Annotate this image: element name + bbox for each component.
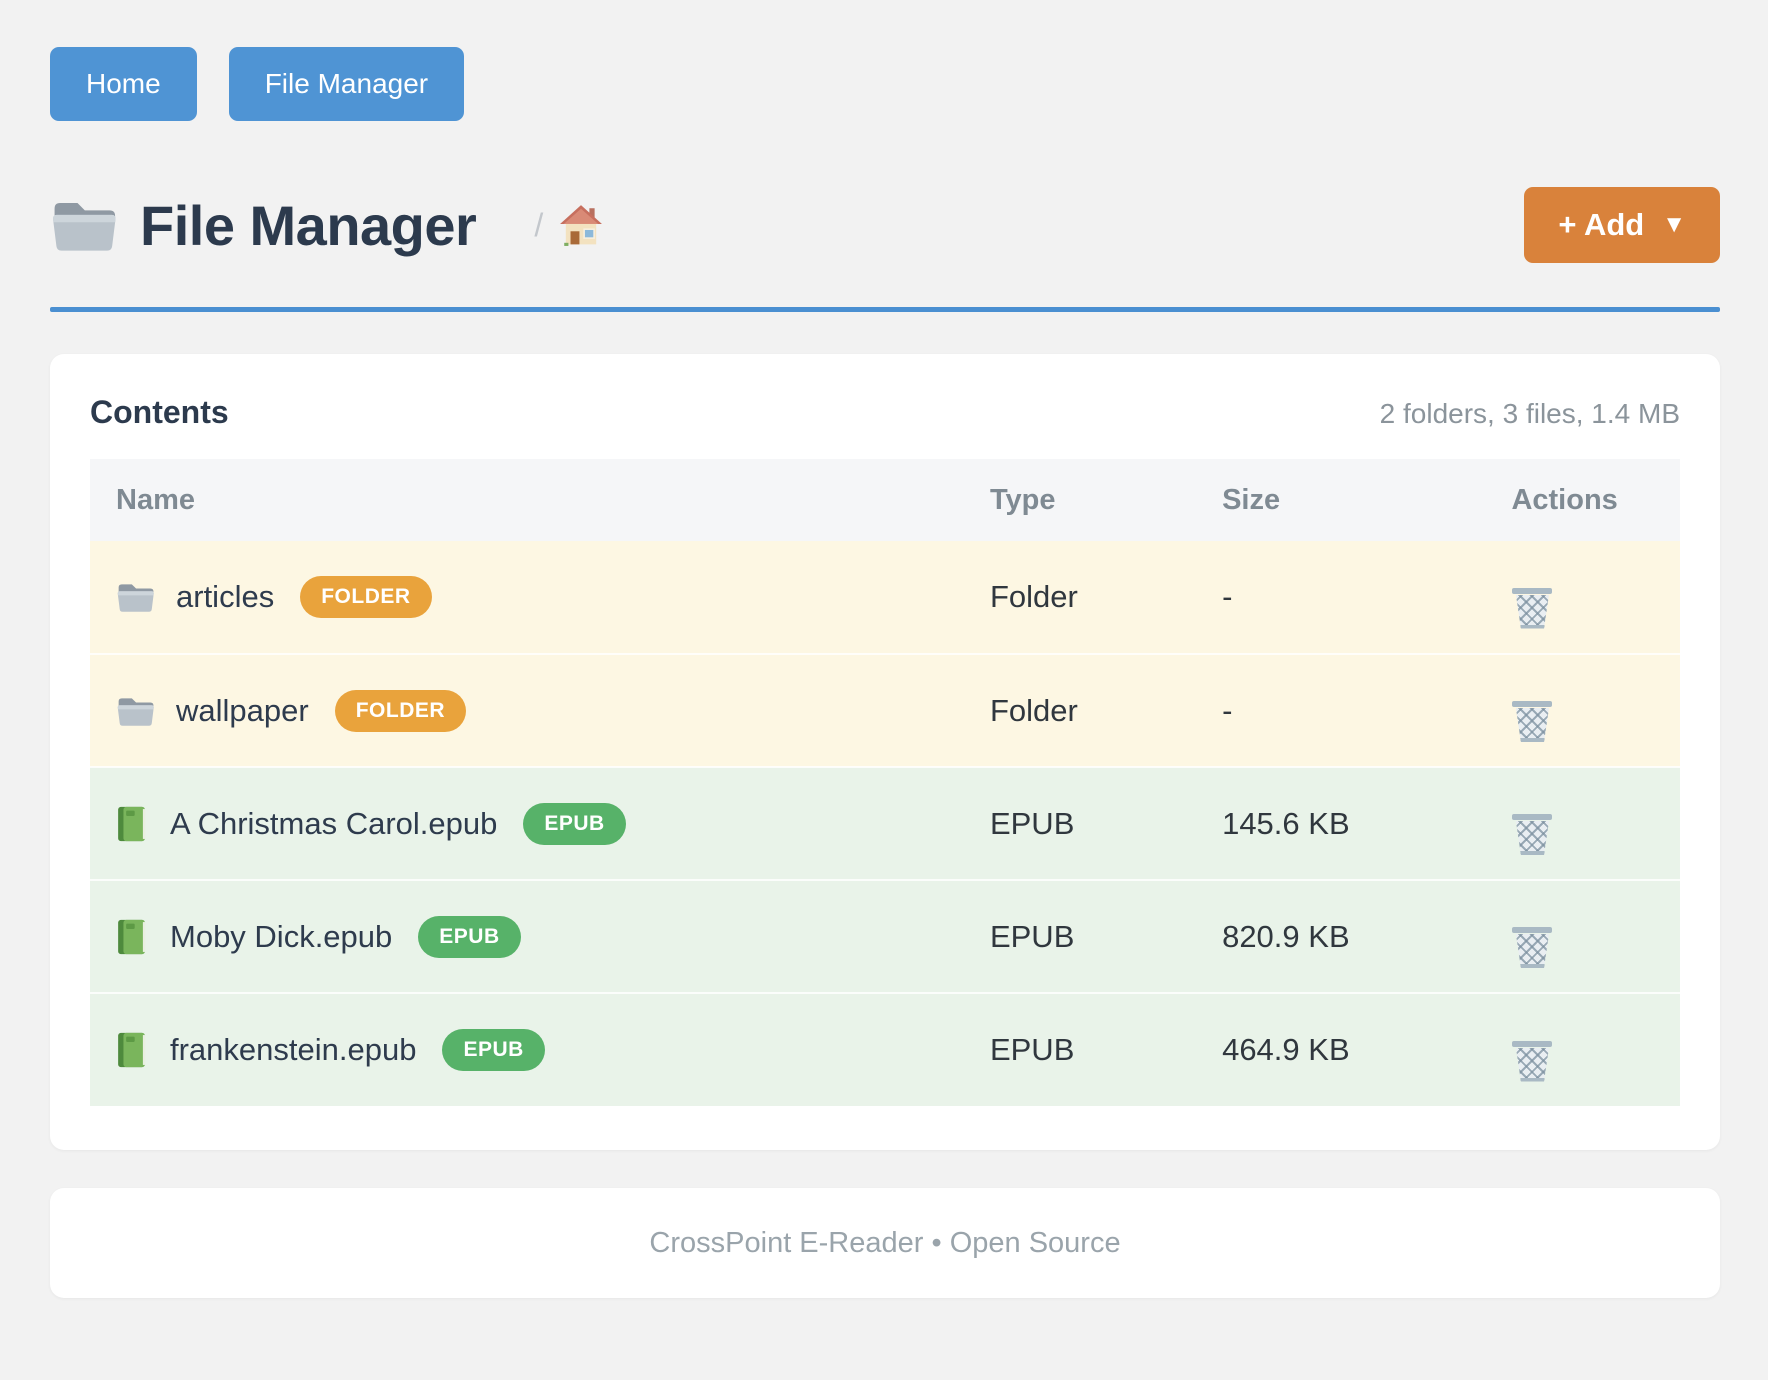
file-size: 820.9 KB bbox=[1222, 879, 1512, 993]
footer-text: CrossPoint E-Reader • Open Source bbox=[649, 1226, 1121, 1259]
table-row[interactable]: frankenstein.epub EPUB EPUB 464.9 KB bbox=[90, 992, 1680, 1106]
trash-icon bbox=[1511, 1040, 1553, 1082]
table-row[interactable]: wallpaper FOLDER Folder - bbox=[90, 653, 1680, 767]
file-type: EPUB bbox=[989, 992, 1223, 1106]
home-button[interactable]: Home bbox=[50, 47, 197, 121]
page: Home File Manager File Manager / bbox=[50, 47, 1720, 1298]
file-size: - bbox=[1222, 653, 1512, 767]
delete-button[interactable] bbox=[1511, 921, 1553, 968]
home-icon[interactable] bbox=[559, 204, 603, 246]
contents-card: Contents 2 folders, 3 files, 1.4 MB Name… bbox=[50, 354, 1720, 1150]
table-row[interactable]: Moby Dick.epub EPUB EPUB 820.9 KB bbox=[90, 879, 1680, 993]
file-name[interactable]: Moby Dick.epub bbox=[170, 918, 393, 954]
file-type: EPUB bbox=[989, 879, 1223, 993]
file-type: EPUB bbox=[989, 766, 1223, 880]
trash-icon bbox=[1511, 587, 1553, 629]
trash-icon bbox=[1511, 927, 1553, 968]
contents-title: Contents bbox=[90, 394, 229, 430]
page-title: File Manager bbox=[140, 193, 477, 257]
file-table-head: Name Type Size Actions bbox=[90, 459, 1680, 541]
column-header-name: Name bbox=[90, 459, 990, 541]
epub-book-icon bbox=[116, 805, 148, 843]
file-name[interactable]: wallpaper bbox=[176, 692, 309, 728]
column-header-actions: Actions bbox=[1511, 459, 1680, 541]
file-manager-button[interactable]: File Manager bbox=[228, 47, 465, 121]
file-type-badge: FOLDER bbox=[300, 576, 432, 618]
trash-icon bbox=[1511, 701, 1553, 742]
table-row[interactable]: articles FOLDER Folder - bbox=[90, 541, 1680, 654]
file-table-body: articles FOLDER Folder - bbox=[90, 541, 1680, 1106]
folder-icon bbox=[116, 695, 154, 727]
epub-book-icon bbox=[116, 918, 148, 956]
add-button-label: + Add bbox=[1558, 207, 1645, 242]
file-type: Folder bbox=[989, 541, 1223, 654]
title-wrap: File Manager / bbox=[50, 193, 603, 258]
add-button[interactable]: + Add ▼ bbox=[1524, 187, 1720, 263]
column-header-size: Size bbox=[1222, 459, 1512, 541]
contents-summary: 2 folders, 3 files, 1.4 MB bbox=[1379, 398, 1680, 429]
delete-button[interactable] bbox=[1511, 1035, 1553, 1082]
breadcrumb: / bbox=[534, 204, 603, 246]
file-size: - bbox=[1222, 541, 1512, 654]
footer: CrossPoint E-Reader • Open Source bbox=[50, 1188, 1720, 1298]
column-header-type: Type bbox=[989, 459, 1223, 541]
file-type: Folder bbox=[989, 653, 1223, 767]
folder-icon bbox=[50, 197, 116, 253]
contents-card-header: Contents 2 folders, 3 files, 1.4 MB bbox=[90, 394, 1680, 431]
file-type-badge: EPUB bbox=[523, 802, 626, 845]
trash-icon bbox=[1511, 814, 1553, 855]
file-type-badge: EPUB bbox=[442, 1029, 545, 1071]
file-table: Name Type Size Actions bbox=[90, 459, 1680, 1106]
file-name[interactable]: frankenstein.epub bbox=[170, 1032, 417, 1067]
file-size: 145.6 KB bbox=[1222, 766, 1512, 880]
epub-book-icon bbox=[116, 1031, 148, 1069]
delete-button[interactable] bbox=[1511, 582, 1553, 629]
folder-icon bbox=[116, 581, 154, 613]
delete-button[interactable] bbox=[1511, 695, 1553, 742]
header-divider bbox=[50, 307, 1720, 312]
breadcrumb-separator: / bbox=[534, 206, 544, 243]
table-row[interactable]: A Christmas Carol.epub EPUB EPUB 145.6 K… bbox=[90, 766, 1680, 880]
file-size: 464.9 KB bbox=[1222, 992, 1512, 1106]
top-nav: Home File Manager bbox=[50, 47, 1720, 121]
file-type-badge: FOLDER bbox=[334, 689, 467, 732]
file-name[interactable]: articles bbox=[176, 579, 275, 614]
file-type-badge: EPUB bbox=[418, 915, 521, 958]
caret-down-icon: ▼ bbox=[1662, 211, 1686, 238]
file-name[interactable]: A Christmas Carol.epub bbox=[170, 805, 498, 841]
delete-button[interactable] bbox=[1511, 808, 1553, 855]
page-header: File Manager / + Add ▼ bbox=[50, 187, 1720, 263]
